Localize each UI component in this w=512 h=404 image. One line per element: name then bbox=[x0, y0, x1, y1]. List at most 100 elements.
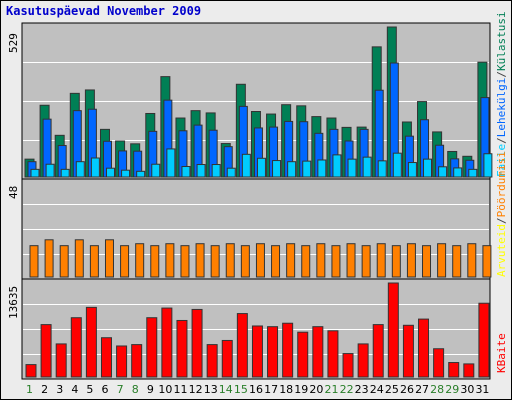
bar-faile-day-31 bbox=[483, 153, 493, 178]
bar-kbytes-day-13 bbox=[206, 344, 218, 378]
legend-kbytes: KBaite bbox=[495, 333, 508, 373]
x-tick-label-day-2: 2 bbox=[41, 383, 49, 396]
bar-visitors-day-11 bbox=[180, 245, 190, 278]
x-tick-label-day-29: 29 bbox=[445, 383, 460, 396]
x-tick-label-day-19: 19 bbox=[294, 383, 309, 396]
bar-visitors-day-8 bbox=[135, 243, 145, 278]
bar-visitors-day-4 bbox=[74, 239, 84, 278]
bar-faile-day-10 bbox=[166, 148, 176, 178]
x-tick-label-day-3: 3 bbox=[56, 383, 64, 396]
x-tick-label-day-4: 4 bbox=[71, 383, 79, 396]
bar-kbytes-day-15 bbox=[236, 313, 248, 378]
bar-visitors-day-20 bbox=[316, 243, 326, 278]
bar-kbytes-day-27 bbox=[418, 318, 430, 378]
bar-faile-day-5 bbox=[90, 157, 100, 178]
bar-kbytes-day-2 bbox=[40, 324, 52, 378]
bar-kbytes-day-7 bbox=[116, 345, 128, 378]
bar-faile-day-25 bbox=[392, 152, 402, 178]
bar-faile-day-28 bbox=[438, 166, 448, 178]
x-tick-label-day-21: 21 bbox=[324, 383, 339, 396]
bar-visitors-day-26 bbox=[406, 243, 416, 278]
x-tick-label-day-7: 7 bbox=[116, 383, 124, 396]
bar-visitors-day-7 bbox=[120, 245, 130, 278]
bar-faile-day-14 bbox=[226, 167, 236, 178]
x-tick-label-day-27: 27 bbox=[415, 383, 430, 396]
bar-visitors-day-13 bbox=[210, 245, 220, 278]
x-tick-label-day-6: 6 bbox=[101, 383, 109, 396]
bar-faile-day-12 bbox=[196, 164, 206, 178]
bar-visitors-day-15 bbox=[240, 245, 250, 278]
x-tick-label-day-30: 30 bbox=[460, 383, 475, 396]
bar-faile-day-16 bbox=[256, 157, 266, 178]
panel3-ymax-label: 13635 bbox=[7, 285, 20, 319]
bar-faile-day-30 bbox=[468, 168, 478, 178]
bar-visitors-day-10 bbox=[165, 243, 175, 278]
bar-kbytes-day-6 bbox=[100, 337, 112, 378]
bar-faile-day-15 bbox=[241, 153, 251, 178]
x-tick-label-day-13: 13 bbox=[203, 383, 218, 396]
bar-kbytes-day-23 bbox=[357, 343, 369, 378]
x-tick-label-day-31: 31 bbox=[475, 383, 490, 396]
bar-faile-day-1 bbox=[30, 168, 40, 178]
bar-kbytes-day-10 bbox=[161, 307, 173, 378]
bar-faile-day-4 bbox=[75, 161, 85, 178]
bar-kbytes-day-1 bbox=[25, 364, 37, 378]
bar-faile-day-19 bbox=[302, 160, 312, 178]
x-tick-label-day-28: 28 bbox=[430, 383, 445, 396]
bar-faile-day-29 bbox=[453, 167, 463, 178]
x-tick-label-day-17: 17 bbox=[264, 383, 279, 396]
panel2-ymax-label: 48 bbox=[7, 185, 20, 199]
chart-title: Kasutuspäevad November 2009 bbox=[6, 4, 202, 18]
bar-kbytes-day-9 bbox=[146, 317, 158, 378]
x-tick-label-day-22: 22 bbox=[339, 383, 354, 396]
bar-kbytes-day-5 bbox=[85, 306, 97, 378]
bar-visitors-day-3 bbox=[59, 245, 69, 278]
bar-faile-day-21 bbox=[332, 154, 342, 178]
bar-faile-day-24 bbox=[377, 160, 387, 178]
bar-faile-day-26 bbox=[407, 162, 417, 178]
bar-faile-day-23 bbox=[362, 156, 372, 178]
x-tick-label-day-8: 8 bbox=[131, 383, 139, 396]
bar-visitors-day-25 bbox=[391, 245, 401, 278]
x-tick-label-day-11: 11 bbox=[173, 383, 188, 396]
bar-visitors-day-5 bbox=[89, 245, 99, 278]
x-tick-label-day-15: 15 bbox=[233, 383, 248, 396]
bar-visitors-day-9 bbox=[150, 245, 160, 278]
legend-sep: / bbox=[495, 217, 508, 225]
legend-pages: Lehekülgi bbox=[495, 77, 508, 138]
bar-faile-day-9 bbox=[151, 163, 161, 178]
bar-kbytes-day-19 bbox=[297, 331, 309, 378]
bar-visitors-day-12 bbox=[195, 243, 205, 278]
bar-visitors-day-19 bbox=[301, 245, 311, 278]
x-tick-label-day-25: 25 bbox=[384, 383, 399, 396]
bar-faile-day-13 bbox=[211, 164, 221, 178]
bar-visitors-day-21 bbox=[331, 245, 341, 278]
x-tick-label-day-12: 12 bbox=[188, 383, 203, 396]
bar-kbytes-day-17 bbox=[267, 326, 279, 378]
legend-panel-2: Arvuteid/Pöördumisi bbox=[495, 151, 508, 277]
bar-visitors-day-2 bbox=[44, 239, 54, 278]
bar-kbytes-day-31 bbox=[478, 302, 490, 378]
bar-faile-day-2 bbox=[45, 163, 55, 178]
bar-faile-day-3 bbox=[60, 168, 70, 178]
bar-kbytes-day-4 bbox=[70, 317, 82, 378]
bar-faile-day-18 bbox=[287, 161, 297, 178]
x-tick-label-day-5: 5 bbox=[86, 383, 94, 396]
x-tick-label-day-16: 16 bbox=[249, 383, 263, 396]
y-label-panel-3: 13635 bbox=[7, 286, 20, 319]
y-label-panel-2: 48 bbox=[7, 186, 20, 199]
bar-kbytes-day-20 bbox=[312, 326, 324, 378]
x-tick-label-day-26: 26 bbox=[399, 383, 414, 396]
legend-sep: / bbox=[495, 137, 508, 144]
x-tick-label-day-10: 10 bbox=[158, 383, 173, 396]
bar-kbytes-day-21 bbox=[327, 330, 339, 378]
y-label-panel-1: 529 bbox=[7, 33, 20, 53]
bar-visitors-day-6 bbox=[104, 239, 114, 278]
bar-kbytes-day-30 bbox=[463, 363, 475, 378]
bar-faile-day-7 bbox=[121, 169, 131, 178]
bar-faile-day-20 bbox=[317, 159, 327, 178]
x-tick-label-day-24: 24 bbox=[369, 383, 384, 396]
x-tick-label-day-1: 1 bbox=[26, 383, 34, 396]
bar-visitors-day-16 bbox=[255, 243, 265, 278]
